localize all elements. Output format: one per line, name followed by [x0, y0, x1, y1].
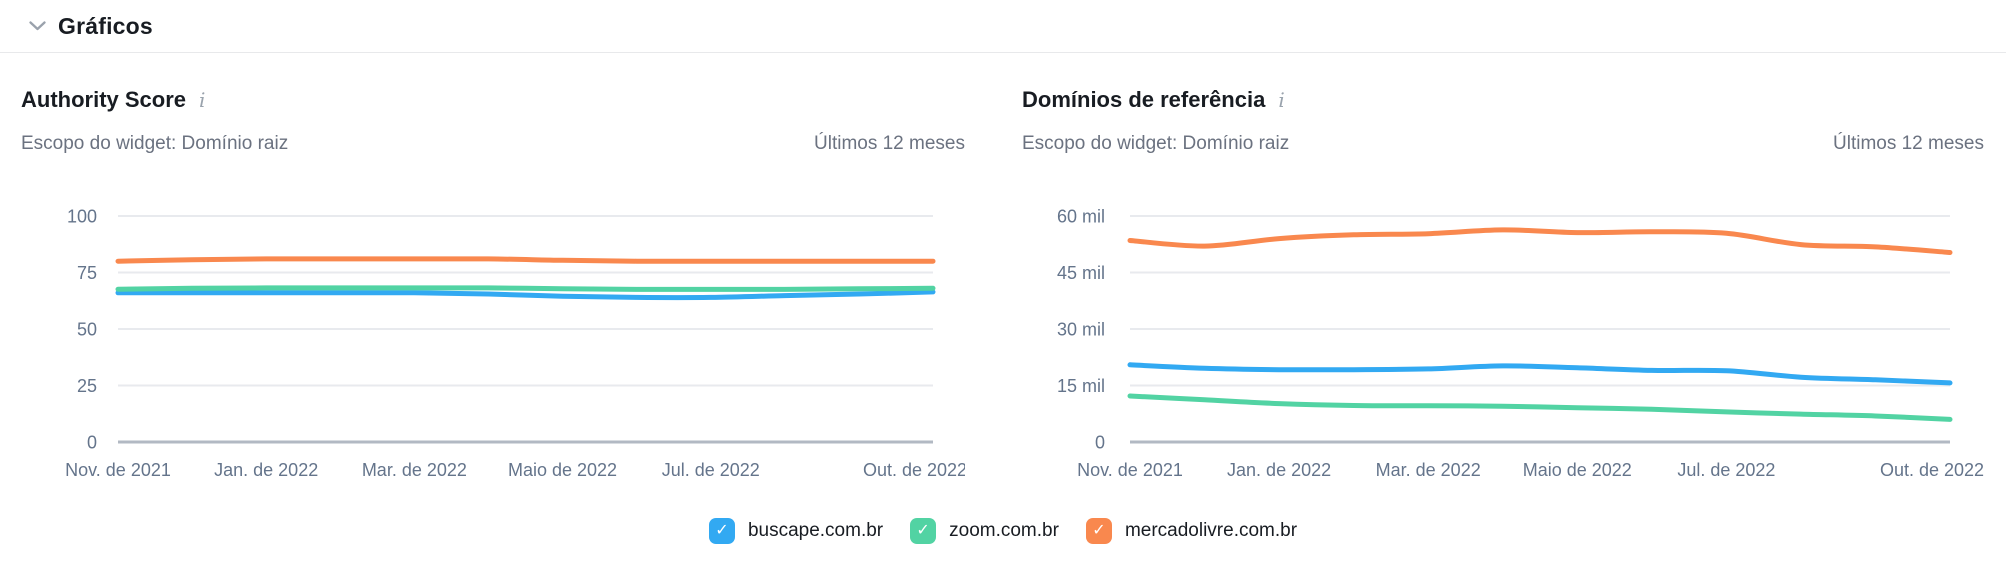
legend-item-label: zoom.com.br [949, 520, 1059, 541]
svg-text:Maio de 2022: Maio de 2022 [1523, 460, 1632, 480]
charts-row: Authority Score i Escopo do widget: Domí… [0, 53, 2006, 484]
svg-text:50: 50 [77, 320, 97, 340]
svg-text:75: 75 [77, 263, 97, 283]
legend: ✓ buscape.com.br ✓ zoom.com.br ✓ mercado… [0, 518, 2006, 544]
check-icon: ✓ [1092, 522, 1106, 539]
svg-text:Mar. de 2022: Mar. de 2022 [1376, 460, 1481, 480]
widget-scope-label: Escopo do widget: Domínio raiz [21, 133, 289, 154]
svg-text:25: 25 [77, 376, 97, 396]
authority-score-chart[interactable]: 100 75 50 25 0 Nov. de 2021 Jan. de 2022 Mar. d… [21, 174, 965, 484]
widget-subtitle-row: Escopo do widget: Domínio raiz Últimos 1… [21, 132, 965, 155]
svg-text:Jan. de 2022: Jan. de 2022 [214, 460, 318, 480]
referring-domains-widget: Domínios de referência i Escopo do widge… [1022, 53, 1984, 484]
legend-item-zoom[interactable]: ✓ zoom.com.br [910, 518, 1059, 544]
svg-text:Jul. de 2022: Jul. de 2022 [1677, 460, 1775, 480]
legend-item-mercadolivre[interactable]: ✓ mercadolivre.com.br [1085, 518, 1298, 544]
widget-scope-label: Escopo do widget: Domínio raiz [1022, 133, 1290, 154]
authority-score-widget: Authority Score i Escopo do widget: Domí… [21, 53, 965, 484]
widget-period-label: Últimos 12 meses [814, 133, 965, 154]
svg-text:Out. de 2022: Out. de 2022 [863, 460, 965, 480]
svg-text:Jul. de 2022: Jul. de 2022 [662, 460, 760, 480]
chevron-down-icon[interactable] [29, 21, 46, 31]
referring-domains-chart[interactable]: 60 mil 45 mil 30 mil 15 mil 0 Nov. de 2021 Jan… [1022, 174, 1984, 484]
widget-title: Domínios de referência [1022, 87, 1266, 112]
svg-text:Nov. de 2021: Nov. de 2021 [1077, 460, 1183, 480]
legend-item-label: buscape.com.br [747, 520, 884, 541]
check-icon: ✓ [715, 522, 729, 539]
legend-checkbox-buscape[interactable]: ✓ [708, 518, 735, 544]
svg-text:45 mil: 45 mil [1057, 263, 1105, 283]
svg-text:Nov. de 2021: Nov. de 2021 [65, 460, 171, 480]
svg-text:60 mil: 60 mil [1057, 207, 1105, 227]
section-title: Gráficos [58, 12, 153, 39]
widget-header: Authority Score i [21, 87, 965, 114]
svg-text:100: 100 [67, 207, 97, 227]
svg-text:30 mil: 30 mil [1057, 320, 1105, 340]
svg-text:Mar. de 2022: Mar. de 2022 [362, 460, 467, 480]
widget-header: Domínios de referência i [1022, 87, 1984, 114]
check-icon: ✓ [916, 522, 930, 539]
widget-period-label: Últimos 12 meses [1833, 133, 1984, 154]
svg-text:Out. de 2022: Out. de 2022 [1880, 460, 1984, 480]
svg-text:0: 0 [1095, 433, 1105, 453]
svg-text:0: 0 [87, 433, 97, 453]
widget-title: Authority Score [21, 87, 187, 112]
svg-text:Maio de 2022: Maio de 2022 [508, 460, 617, 480]
legend-checkbox-zoom[interactable]: ✓ [910, 518, 937, 544]
legend-item-buscape[interactable]: ✓ buscape.com.br [708, 518, 884, 544]
info-icon[interactable]: i [1278, 88, 1285, 112]
legend-checkbox-mercadolivre[interactable]: ✓ [1085, 518, 1112, 544]
info-icon[interactable]: i [199, 88, 206, 112]
widget-subtitle-row: Escopo do widget: Domínio raiz Últimos 1… [1022, 132, 1984, 155]
svg-text:Jan. de 2022: Jan. de 2022 [1227, 460, 1331, 480]
svg-text:15 mil: 15 mil [1057, 376, 1105, 396]
section-header-graficos[interactable]: Gráficos [0, 0, 2006, 53]
legend-item-label: mercadolivre.com.br [1124, 520, 1298, 541]
